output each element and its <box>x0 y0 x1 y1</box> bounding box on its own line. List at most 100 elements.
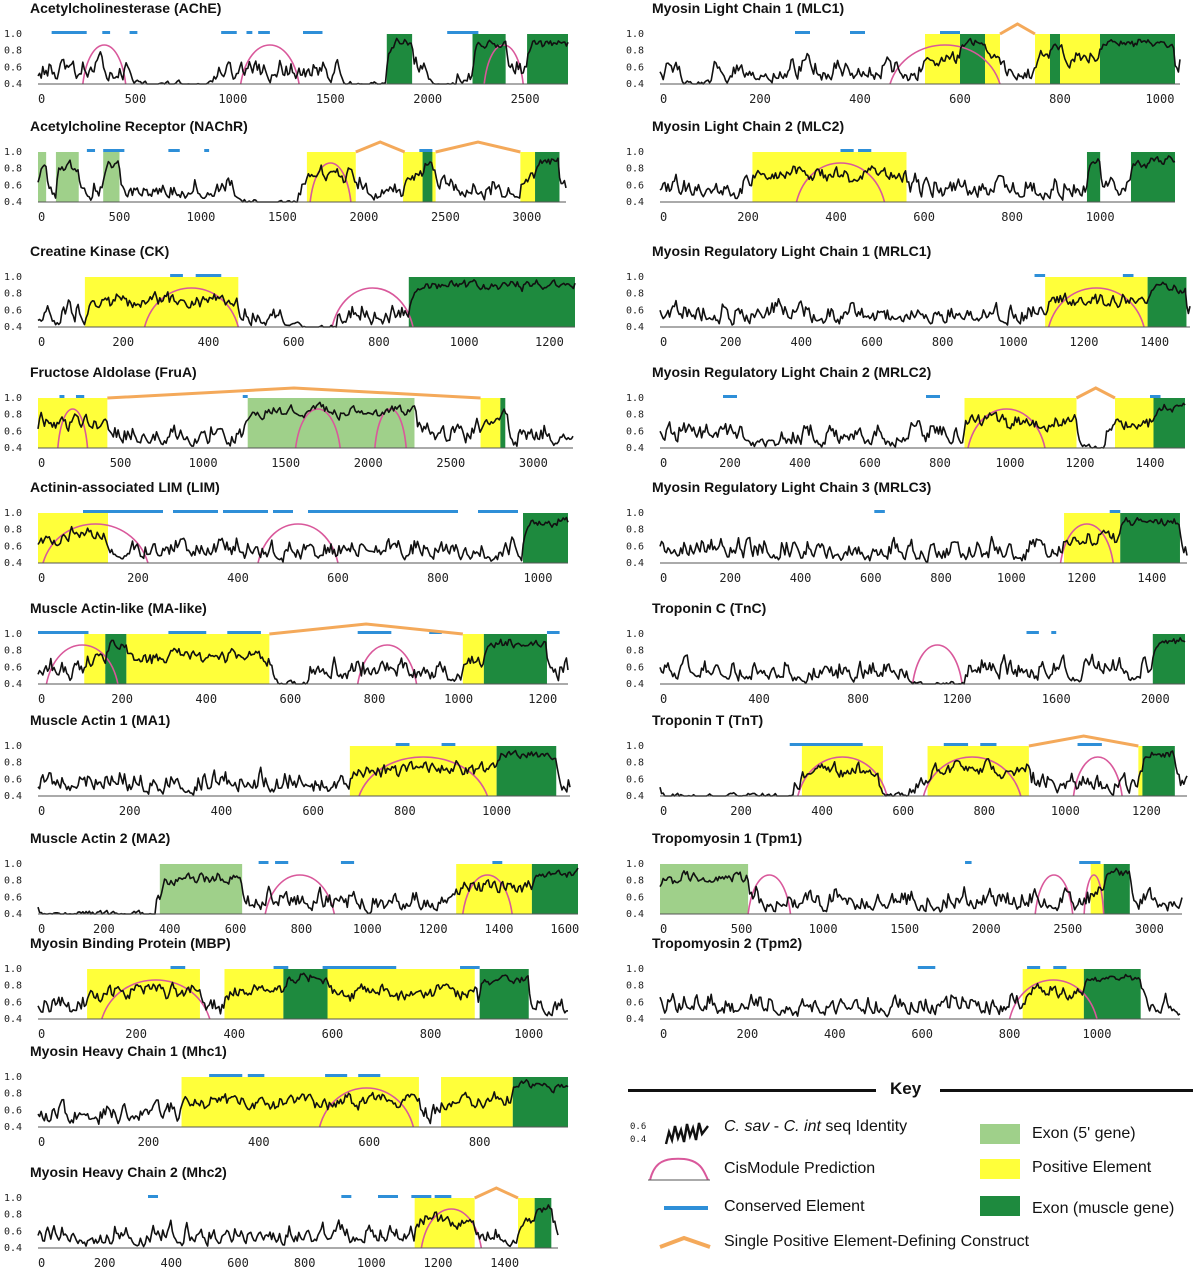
panel-3: Fructose Aldolase (FruA) 0.4 0.6 0.8 1.0 0 500… <box>4 364 574 470</box>
y-tick-label: 0.6 <box>626 662 644 673</box>
conserved-element <box>173 510 218 513</box>
panel-18: Tropomyosin 1 (Tpm1) 0.4 0.6 0.8 1.0 0 500 1000… <box>626 830 1183 936</box>
y-tick-label: 1.0 <box>4 964 22 975</box>
y-tick-label: 0.6 <box>626 426 644 437</box>
conserved-element <box>723 395 737 398</box>
x-tick-label: 200 <box>111 692 133 706</box>
panel-title: Tropomyosin 2 (Tpm2) <box>652 935 803 951</box>
x-tick-label: 1200 <box>419 922 448 936</box>
x-tick-label: 400 <box>825 210 847 224</box>
x-tick-label: 400 <box>211 804 233 818</box>
panel-14: Myosin Regulatory Light Chain 2 (MRLC2) 0… <box>626 364 1186 470</box>
x-tick-label: 200 <box>94 1256 116 1270</box>
x-tick-label: 0 <box>38 692 45 706</box>
x-tick-label: 600 <box>327 571 349 585</box>
identity-trace <box>659 867 1183 913</box>
x-tick-label: 1000 <box>218 92 247 106</box>
conserved-element <box>850 31 865 34</box>
x-tick-label: 200 <box>93 922 115 936</box>
y-tick-label: 0.8 <box>4 46 22 57</box>
panel-11: Myosin Light Chain 1 (MLC1) 0.4 0.6 0.8 1.0 0… <box>626 0 1181 106</box>
x-tick-label: 800 <box>364 692 386 706</box>
x-tick-label: 200 <box>730 804 752 818</box>
construct-marker <box>474 1186 519 1200</box>
x-tick-label: 500 <box>110 456 132 470</box>
exon-muscle-region <box>500 398 506 448</box>
x-tick-label: 1000 <box>189 456 218 470</box>
y-tick-label: 0.6 <box>4 1105 22 1116</box>
conserved-element <box>926 395 940 398</box>
construct-marker <box>107 386 481 400</box>
construct-marker <box>355 140 406 154</box>
positive-element <box>518 1198 535 1248</box>
y-tick-label: 1.0 <box>4 393 22 404</box>
identity-trace <box>659 637 1186 685</box>
x-tick-label: 1000 <box>444 692 473 706</box>
y-tick-label: 0.4 <box>626 909 644 920</box>
identity-trace <box>37 972 569 1017</box>
cismodule-prediction <box>967 408 1046 449</box>
key-conserved-label: Conserved Element <box>724 1198 865 1215</box>
x-tick-label: 1200 <box>1067 571 1096 585</box>
panel-title: Acetylcholine Receptor (NAChR) <box>30 118 248 134</box>
panel-4: Actinin-associated LIM (LIM) 0.4 0.6 0.8 1.0… <box>4 479 569 585</box>
y-tick-label: 1.0 <box>626 741 644 752</box>
panel-9: Myosin Heavy Chain 1 (Mhc1) 0.4 0.6 0.8 1.0 0… <box>4 1043 569 1149</box>
conserved-element <box>51 31 87 34</box>
panel-title: Muscle Actin-like (MA-like) <box>30 600 207 616</box>
x-tick-label: 1200 <box>1070 335 1099 349</box>
panel-plot: 0.4 0.6 0.8 1.0 0 200 400 600 800 1000 <box>4 964 569 1041</box>
x-tick-label: 1500 <box>271 456 300 470</box>
x-tick-label: 1000 <box>1086 210 1115 224</box>
exon-muscle-region <box>422 152 433 202</box>
positive-element <box>1090 864 1104 914</box>
y-tick-label: 0.6 <box>4 774 22 785</box>
exon-5-region <box>38 152 47 202</box>
conserved-element <box>204 149 210 152</box>
conserved-element <box>247 1074 265 1077</box>
x-tick-label: 2500 <box>1053 922 1082 936</box>
y-tick-label: 0.6 <box>4 62 22 73</box>
panel-plot: 0.4 0.6 0.8 1.0 0 400 800 1200 1600 2000 <box>626 629 1186 706</box>
x-tick-label: 1400 <box>1137 571 1166 585</box>
y-tick-label: 1.0 <box>626 29 644 40</box>
y-tick-label: 0.8 <box>4 289 22 300</box>
x-tick-label: 1400 <box>485 922 514 936</box>
x-tick-label: 1000 <box>1051 804 1080 818</box>
y-tick-label: 1.0 <box>4 29 22 40</box>
x-tick-label: 1000 <box>997 571 1026 585</box>
y-tick-label: 0.8 <box>626 981 644 992</box>
x-tick-label: 600 <box>283 335 305 349</box>
panel-1: Acetylcholine Receptor (NAChR) 0.4 0.6 0.8 1… <box>4 118 567 224</box>
identity-trace <box>659 37 1181 85</box>
x-tick-label: 400 <box>227 571 249 585</box>
panel-title: Tropomyosin 1 (Tpm1) <box>652 830 803 846</box>
panel-title: Actinin-associated LIM (LIM) <box>30 479 220 495</box>
conserved-element <box>378 1195 398 1198</box>
cismodule-prediction <box>1072 756 1123 797</box>
panel-7: Muscle Actin 2 (MA2) 0.4 0.6 0.8 1.0 0 200 400 6… <box>4 830 579 936</box>
x-tick-label: 600 <box>913 210 935 224</box>
conserved-element <box>980 743 997 746</box>
panel-plot: 0.4 0.6 0.8 1.0 0 200 400 600 800 1000 <box>626 147 1176 224</box>
panel-title: Myosin Regulatory Light Chain 2 (MRLC2) <box>652 364 932 380</box>
x-tick-label: 1000 <box>999 335 1028 349</box>
panel-plot: 0.4 0.6 0.8 1.0 0 500 1000 1500 2000 2500 3000 <box>4 140 567 224</box>
identity-trace <box>659 281 1191 326</box>
y-tick-label: 1.0 <box>4 1072 22 1083</box>
conserved-element <box>148 1195 158 1198</box>
x-tick-label: 1500 <box>268 210 297 224</box>
construct-marker <box>1028 734 1139 748</box>
x-tick-label: 0 <box>660 922 667 936</box>
panel-12: Myosin Light Chain 2 (MLC2) 0.4 0.6 0.8 1.0 0… <box>626 118 1176 224</box>
conserved-element <box>275 861 289 864</box>
positive-element <box>752 152 907 202</box>
key-identity-species-a: C. sav <box>724 1118 770 1135</box>
cismodule-prediction <box>101 979 211 1020</box>
x-tick-label: 600 <box>225 922 247 936</box>
x-tick-label: 600 <box>302 804 324 818</box>
conserved-element <box>258 861 269 864</box>
x-tick-label: 1500 <box>316 92 345 106</box>
y-tick-label: 0.4 <box>626 558 644 569</box>
exon-5-region <box>247 398 415 448</box>
